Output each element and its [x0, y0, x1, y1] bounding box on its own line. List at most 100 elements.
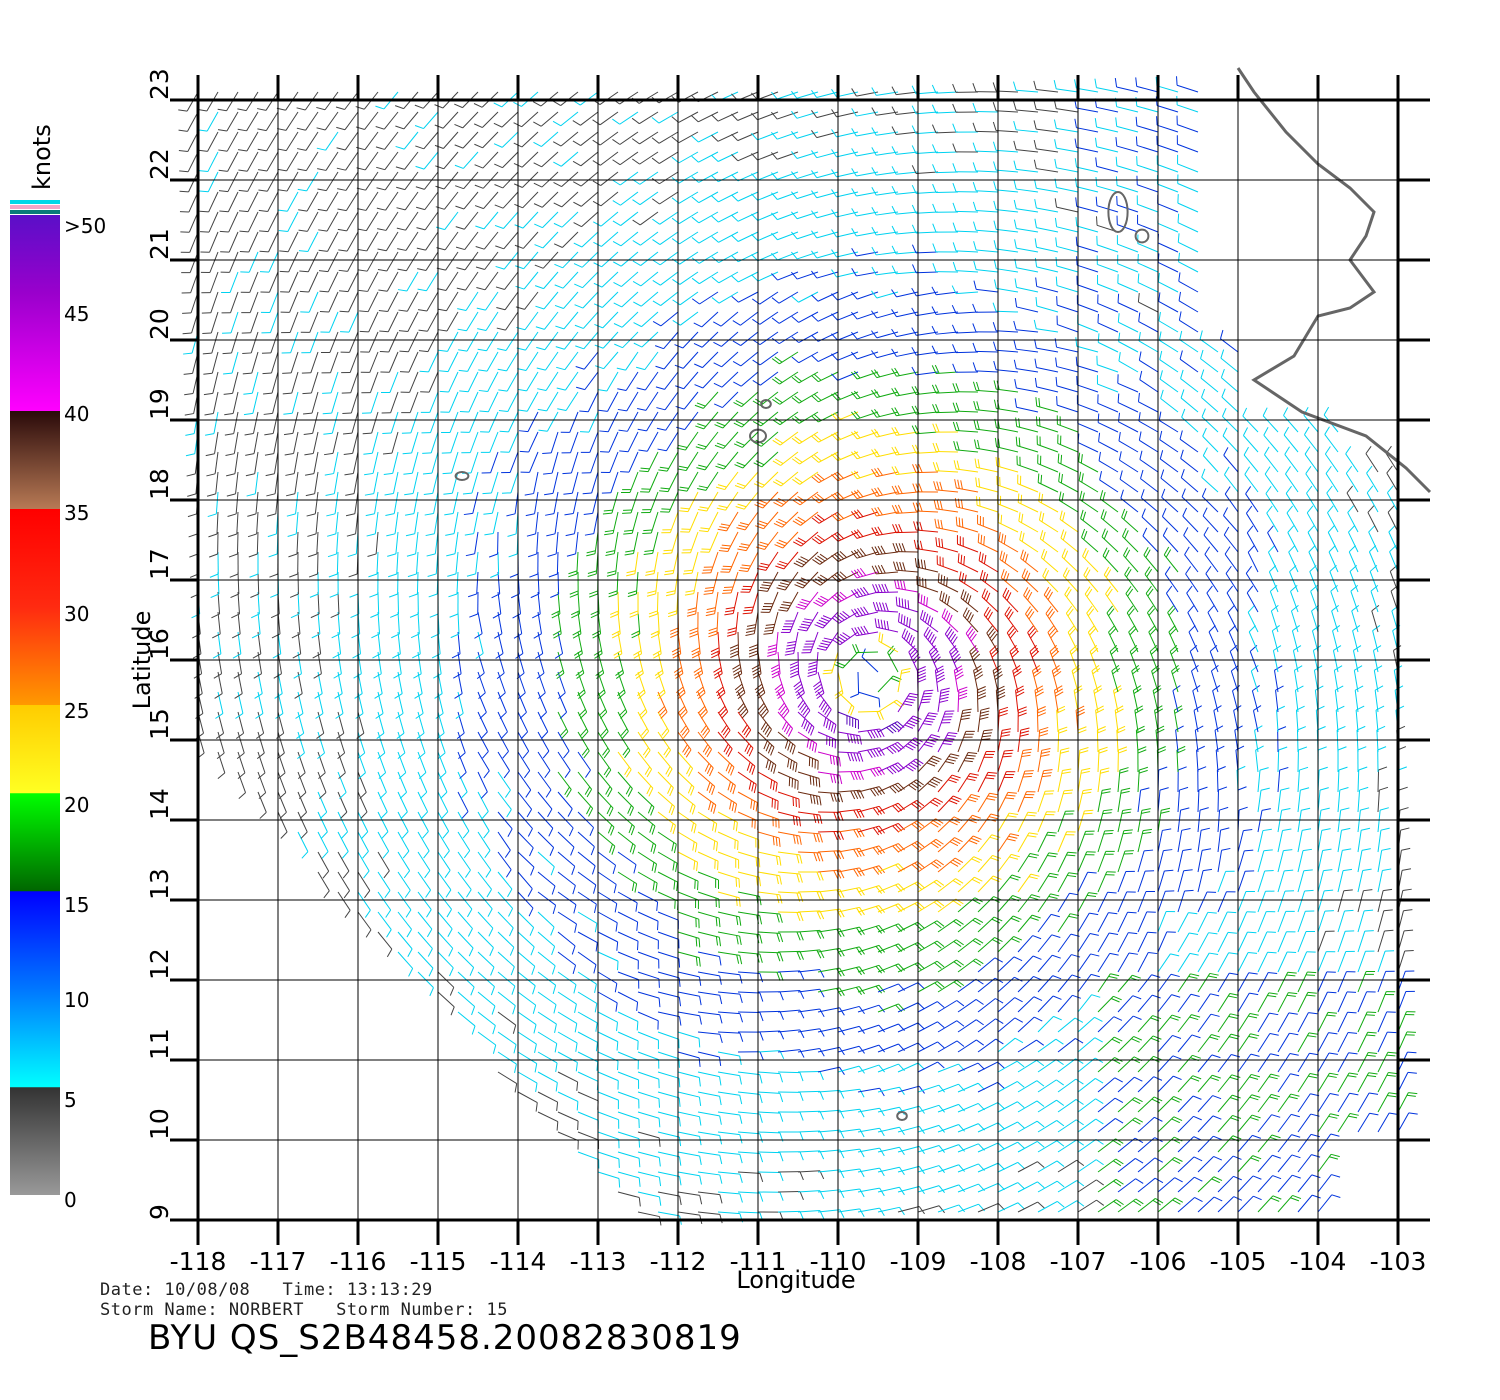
wind-barb — [717, 1131, 743, 1144]
wind-barb — [944, 626, 959, 653]
wind-barb — [498, 391, 519, 413]
wind-barb — [597, 671, 606, 699]
wind-barb — [1297, 951, 1316, 973]
colorbar-tick-label: 40 — [64, 402, 89, 426]
wind-barb — [778, 591, 799, 612]
latitude-tick-label: 10 — [145, 1108, 174, 1140]
wind-barb — [997, 895, 1022, 913]
wind-barb — [1117, 293, 1139, 313]
wind-barb — [657, 1071, 681, 1088]
colorbar-tick-label: 45 — [64, 302, 89, 326]
wind-barb — [497, 331, 519, 351]
wind-barb — [771, 351, 799, 365]
wind-barb — [1121, 508, 1139, 533]
wind-barb — [552, 111, 579, 127]
wind-barb — [1287, 525, 1299, 553]
wind-barb — [1157, 194, 1179, 213]
wind-barb — [577, 791, 594, 817]
wind-barb — [1045, 605, 1059, 633]
wind-barb — [1057, 1038, 1084, 1053]
wind-barb — [437, 791, 449, 819]
wind-barb — [633, 291, 659, 307]
wind-barb — [377, 851, 390, 879]
wind-barb — [1158, 311, 1179, 333]
wind-barb — [1197, 1074, 1221, 1093]
wind-barb — [995, 456, 1019, 473]
wind-barb — [327, 511, 339, 537]
wind-barb — [897, 1206, 925, 1215]
wind-barb — [1017, 770, 1034, 793]
wind-barb — [629, 591, 639, 618]
wind-barb — [837, 1208, 865, 1218]
wind-barb — [548, 551, 559, 578]
wind-barb — [526, 511, 539, 537]
wind-barb — [553, 191, 579, 208]
wind-barb — [672, 271, 699, 285]
wind-barb — [1156, 175, 1179, 193]
wind-barb — [497, 851, 512, 878]
wind-barb — [198, 131, 219, 152]
wind-barb — [891, 387, 919, 397]
wind-barb — [1017, 1059, 1045, 1073]
wind-barb — [552, 131, 579, 147]
wind-barb — [331, 611, 341, 639]
wind-barb — [790, 211, 819, 220]
wind-barb — [566, 531, 579, 557]
wind-barb — [791, 371, 819, 384]
wind-barb — [1297, 931, 1316, 953]
wind-barb — [257, 771, 267, 799]
wind-barb — [317, 171, 339, 192]
wind-barb — [1357, 1031, 1377, 1053]
wind-barb — [1286, 505, 1299, 533]
wind-barb — [537, 691, 547, 719]
wind-barb — [637, 991, 661, 1008]
wind-barb — [1097, 809, 1113, 833]
wind-barb — [1182, 507, 1199, 533]
wind-barb — [645, 551, 659, 576]
wind-barb — [1267, 545, 1279, 573]
wind-barb — [337, 771, 347, 799]
wind-barb — [574, 311, 599, 329]
wind-barb — [1277, 828, 1292, 853]
wind-barb — [1093, 685, 1103, 713]
wind-barb — [651, 191, 679, 205]
wind-barb — [1177, 1156, 1203, 1173]
wind-barb — [931, 345, 959, 355]
wind-barb — [1042, 567, 1059, 593]
wind-barb — [972, 362, 999, 373]
wind-barb — [1137, 766, 1149, 793]
wind-barb — [617, 1191, 641, 1207]
wind-barb — [737, 1171, 764, 1183]
wind-barb — [553, 171, 579, 188]
wind-barb — [917, 755, 942, 773]
wind-barb — [344, 451, 359, 476]
wind-barb — [1197, 1135, 1222, 1153]
wind-barb — [894, 579, 919, 593]
wind-barb — [1197, 1176, 1223, 1193]
wind-barb — [536, 351, 559, 371]
wind-barb — [1054, 198, 1079, 213]
wind-barb — [837, 711, 859, 730]
wind-barb — [1013, 101, 1039, 113]
wind-barb — [1246, 525, 1259, 553]
wind-barb — [457, 851, 471, 878]
wind-barb — [751, 271, 779, 282]
wind-barb — [550, 571, 560, 598]
wind-barb — [917, 1084, 946, 1093]
wind-barb — [1117, 1076, 1143, 1093]
wind-barb — [937, 774, 961, 793]
wind-barb — [264, 411, 279, 436]
wind-barb — [697, 1111, 722, 1125]
wind-barb — [318, 251, 339, 273]
wind-barb — [1017, 1120, 1045, 1133]
wind-barb — [330, 591, 340, 619]
wind-barb — [1197, 1196, 1223, 1213]
longitude-tick-label: -114 — [490, 1247, 547, 1276]
wind-barb — [185, 411, 199, 436]
wind-barb — [639, 451, 659, 473]
wind-barb — [617, 391, 639, 412]
wind-barb — [657, 691, 668, 719]
wind-barb — [1117, 313, 1139, 333]
wind-barb — [997, 749, 1014, 773]
wind-barb — [466, 551, 479, 577]
